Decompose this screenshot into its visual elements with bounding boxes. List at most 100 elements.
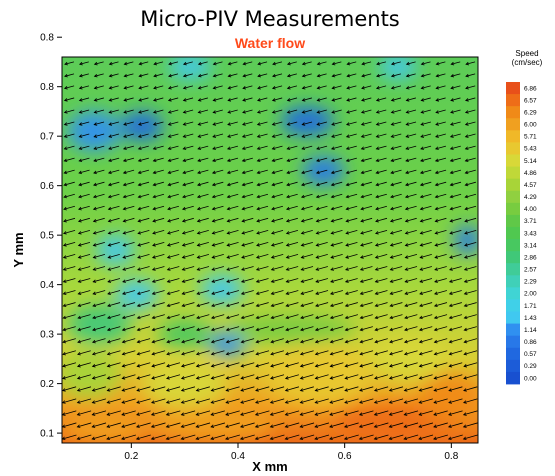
velocity-arrow — [240, 290, 254, 295]
velocity-arrow — [77, 241, 91, 247]
velocity-arrow — [315, 278, 329, 283]
velocity-arrow — [167, 157, 179, 163]
velocity-arrow — [359, 374, 374, 380]
velocity-arrow — [284, 362, 299, 368]
speed-blob — [419, 373, 478, 424]
velocity-arrow — [91, 374, 106, 380]
velocity-arrow — [390, 73, 401, 78]
velocity-arrow — [106, 362, 121, 368]
velocity-arrow — [375, 145, 387, 150]
velocity-arrow — [137, 169, 150, 175]
velocity-arrow — [92, 290, 106, 295]
velocity-arrow — [151, 362, 166, 368]
colorbar-swatch — [506, 359, 520, 373]
speed-blob — [454, 225, 478, 255]
colorbar-label: 4.86 — [524, 170, 537, 177]
velocity-arrow — [225, 386, 240, 392]
velocity-arrow — [390, 181, 402, 187]
velocity-arrow — [345, 217, 358, 223]
velocity-arrow — [464, 109, 476, 114]
velocity-arrow — [182, 193, 194, 199]
velocity-arrow — [136, 302, 150, 308]
velocity-arrow — [450, 85, 461, 90]
velocity-arrow — [91, 362, 106, 368]
velocity-arrow — [300, 266, 314, 271]
velocity-arrow — [403, 410, 419, 416]
velocity-arrow — [359, 398, 374, 404]
velocity-arrow — [181, 254, 195, 259]
velocity-arrow — [359, 314, 373, 320]
velocity-arrow — [388, 398, 404, 404]
velocity-arrow — [286, 157, 298, 163]
velocity-arrow — [225, 302, 240, 308]
velocity-arrow — [181, 338, 195, 344]
velocity-arrow — [270, 314, 284, 320]
velocity-arrow — [226, 169, 239, 175]
velocity-arrow — [210, 434, 226, 441]
velocity-arrow — [358, 434, 374, 441]
velocity-arrow — [464, 133, 476, 138]
velocity-arrow — [435, 73, 446, 78]
speed-blob — [67, 304, 132, 345]
velocity-arrow — [433, 326, 448, 332]
velocity-arrow — [153, 73, 164, 78]
velocity-arrow — [405, 109, 417, 114]
velocity-arrow — [419, 205, 432, 211]
velocity-arrow — [181, 217, 194, 223]
velocity-arrow — [255, 302, 269, 308]
velocity-arrow — [433, 374, 448, 380]
velocity-arrow — [196, 205, 209, 211]
velocity-arrow — [107, 302, 121, 308]
velocity-arrow — [78, 181, 90, 187]
velocity-arrow — [331, 85, 342, 90]
velocity-arrow — [316, 121, 328, 126]
velocity-arrow — [300, 278, 314, 283]
colorbar-label: 0.00 — [524, 375, 537, 382]
velocity-arrow — [433, 362, 448, 368]
velocity-arrow — [107, 217, 120, 223]
velocity-arrow — [374, 302, 388, 308]
velocity-arrow — [78, 193, 90, 199]
velocity-arrow — [225, 374, 240, 380]
velocity-arrow — [285, 350, 299, 356]
velocity-arrow — [226, 193, 239, 199]
velocity-arrow — [63, 121, 75, 126]
speed-blob — [158, 319, 212, 349]
y-tick-label: 0.3 — [40, 330, 54, 341]
velocity-arrow — [419, 302, 433, 308]
y-tick-label: 0.6 — [40, 181, 54, 192]
velocity-arrow — [419, 254, 432, 259]
velocity-arrow — [464, 193, 477, 199]
velocity-arrow — [464, 169, 476, 175]
velocity-arrow — [420, 85, 431, 90]
velocity-arrow — [286, 193, 298, 199]
velocity-arrow — [361, 85, 372, 90]
velocity-arrow — [181, 350, 195, 356]
velocity-arrow — [465, 61, 476, 66]
velocity-arrow — [390, 145, 402, 150]
velocity-arrow — [359, 278, 373, 283]
velocity-arrow — [315, 205, 328, 211]
velocity-arrow — [151, 338, 166, 344]
velocity-arrow — [464, 217, 477, 223]
velocity-arrow — [418, 422, 434, 428]
velocity-arrow — [329, 302, 344, 308]
velocity-arrow — [256, 121, 268, 126]
speed-blob — [96, 235, 134, 265]
colorbar-swatch — [506, 178, 520, 192]
velocity-arrow — [167, 205, 180, 211]
velocity-arrow — [77, 229, 91, 235]
velocity-arrow — [375, 181, 387, 187]
velocity-arrow — [210, 362, 225, 368]
colorbar-swatch — [506, 335, 520, 349]
velocity-arrow — [93, 157, 105, 163]
velocity-arrow — [420, 61, 431, 66]
velocity-arrow — [151, 386, 166, 392]
velocity-arrow — [329, 338, 344, 344]
velocity-arrow — [195, 398, 211, 404]
velocity-arrow — [269, 410, 285, 416]
velocity-arrow — [449, 266, 462, 271]
velocity-arrow — [403, 362, 418, 368]
velocity-arrow — [241, 266, 254, 271]
velocity-arrow — [78, 133, 90, 138]
